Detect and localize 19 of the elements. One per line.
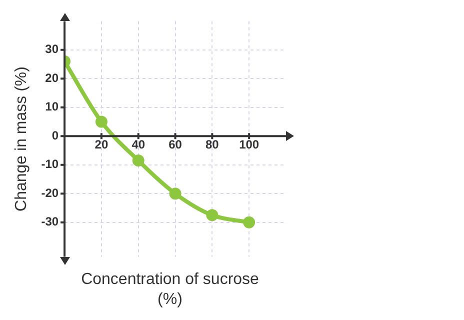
x-tick-label: 40 — [132, 138, 146, 152]
point — [132, 154, 144, 167]
x-tick-label: 60 — [168, 138, 182, 152]
point — [206, 209, 218, 222]
x-tick-label: 100 — [239, 138, 260, 152]
y-tick-label: 10 — [45, 100, 59, 114]
point — [243, 216, 256, 228]
point — [95, 116, 108, 128]
x-tick-label: 80 — [206, 138, 220, 152]
y-tick-label: 30 — [45, 42, 59, 56]
point — [169, 188, 182, 200]
x-tick-label: 20 — [94, 138, 108, 152]
y-tick-label: -30 — [41, 214, 59, 229]
y-tick-label: -10 — [41, 157, 59, 172]
y-tick-label: -20 — [41, 186, 59, 200]
y-axis-title: Change in mass (%) — [13, 66, 30, 212]
x-axis-title: Concentration of sucrose (%) — [80, 270, 260, 310]
y-tick-label: 0 — [52, 128, 59, 142]
y-tick-label: 20 — [45, 70, 59, 85]
